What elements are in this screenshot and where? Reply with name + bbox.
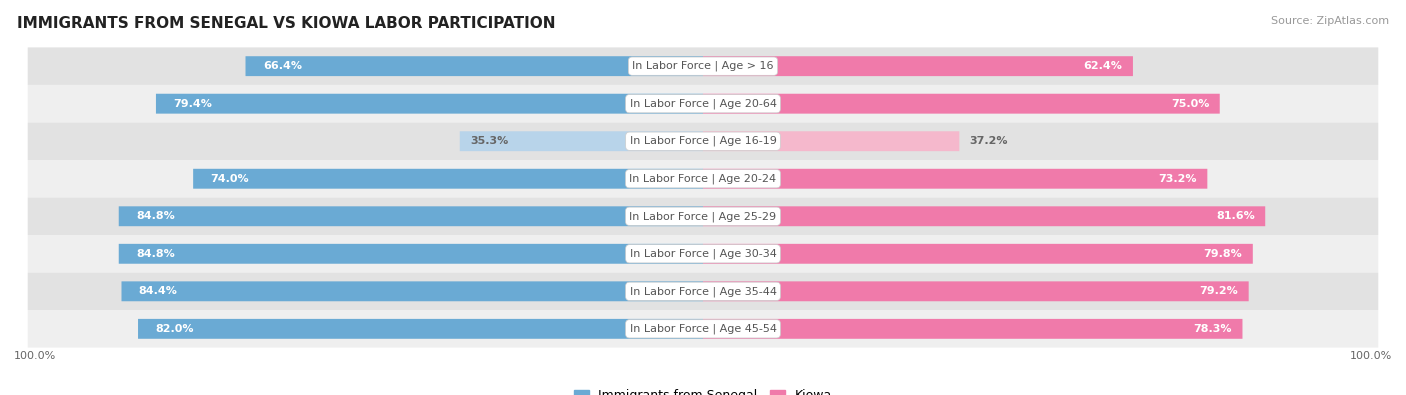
FancyBboxPatch shape	[118, 244, 703, 264]
FancyBboxPatch shape	[28, 122, 1378, 160]
FancyBboxPatch shape	[28, 47, 1378, 85]
Text: 73.2%: 73.2%	[1159, 174, 1197, 184]
FancyBboxPatch shape	[28, 160, 1378, 198]
FancyBboxPatch shape	[28, 235, 1378, 273]
FancyBboxPatch shape	[28, 310, 1378, 348]
Text: 100.0%: 100.0%	[14, 351, 56, 361]
Text: 84.8%: 84.8%	[136, 211, 174, 221]
Text: In Labor Force | Age 25-29: In Labor Force | Age 25-29	[630, 211, 776, 222]
FancyBboxPatch shape	[703, 244, 1253, 264]
Text: IMMIGRANTS FROM SENEGAL VS KIOWA LABOR PARTICIPATION: IMMIGRANTS FROM SENEGAL VS KIOWA LABOR P…	[17, 16, 555, 31]
FancyBboxPatch shape	[703, 319, 1243, 339]
FancyBboxPatch shape	[703, 131, 959, 151]
Text: In Labor Force | Age 20-24: In Labor Force | Age 20-24	[630, 173, 776, 184]
Text: 62.4%: 62.4%	[1084, 61, 1122, 71]
FancyBboxPatch shape	[703, 169, 1208, 189]
Legend: Immigrants from Senegal, Kiowa: Immigrants from Senegal, Kiowa	[568, 384, 838, 395]
Text: 74.0%: 74.0%	[211, 174, 249, 184]
Text: 79.2%: 79.2%	[1199, 286, 1239, 296]
Text: In Labor Force | Age 20-64: In Labor Force | Age 20-64	[630, 98, 776, 109]
Text: In Labor Force | Age 16-19: In Labor Force | Age 16-19	[630, 136, 776, 147]
Text: Source: ZipAtlas.com: Source: ZipAtlas.com	[1271, 16, 1389, 26]
Text: In Labor Force | Age > 16: In Labor Force | Age > 16	[633, 61, 773, 71]
FancyBboxPatch shape	[460, 131, 703, 151]
FancyBboxPatch shape	[121, 281, 703, 301]
Text: 82.0%: 82.0%	[155, 324, 194, 334]
FancyBboxPatch shape	[703, 94, 1220, 114]
FancyBboxPatch shape	[246, 56, 703, 76]
FancyBboxPatch shape	[138, 319, 703, 339]
Text: 81.6%: 81.6%	[1216, 211, 1254, 221]
FancyBboxPatch shape	[193, 169, 703, 189]
Text: 75.0%: 75.0%	[1171, 99, 1209, 109]
Text: 79.4%: 79.4%	[173, 99, 212, 109]
Text: 78.3%: 78.3%	[1194, 324, 1232, 334]
FancyBboxPatch shape	[703, 56, 1133, 76]
Text: 66.4%: 66.4%	[263, 61, 302, 71]
Text: 84.4%: 84.4%	[139, 286, 177, 296]
FancyBboxPatch shape	[28, 273, 1378, 310]
Text: In Labor Force | Age 45-54: In Labor Force | Age 45-54	[630, 324, 776, 334]
FancyBboxPatch shape	[118, 206, 703, 226]
Text: 35.3%: 35.3%	[470, 136, 509, 146]
FancyBboxPatch shape	[703, 206, 1265, 226]
FancyBboxPatch shape	[156, 94, 703, 114]
Text: In Labor Force | Age 30-34: In Labor Force | Age 30-34	[630, 248, 776, 259]
Text: In Labor Force | Age 35-44: In Labor Force | Age 35-44	[630, 286, 776, 297]
Text: 100.0%: 100.0%	[1350, 351, 1392, 361]
FancyBboxPatch shape	[28, 85, 1378, 122]
Text: 37.2%: 37.2%	[970, 136, 1008, 146]
Text: 79.8%: 79.8%	[1204, 249, 1243, 259]
FancyBboxPatch shape	[703, 281, 1249, 301]
Text: 84.8%: 84.8%	[136, 249, 174, 259]
FancyBboxPatch shape	[28, 198, 1378, 235]
